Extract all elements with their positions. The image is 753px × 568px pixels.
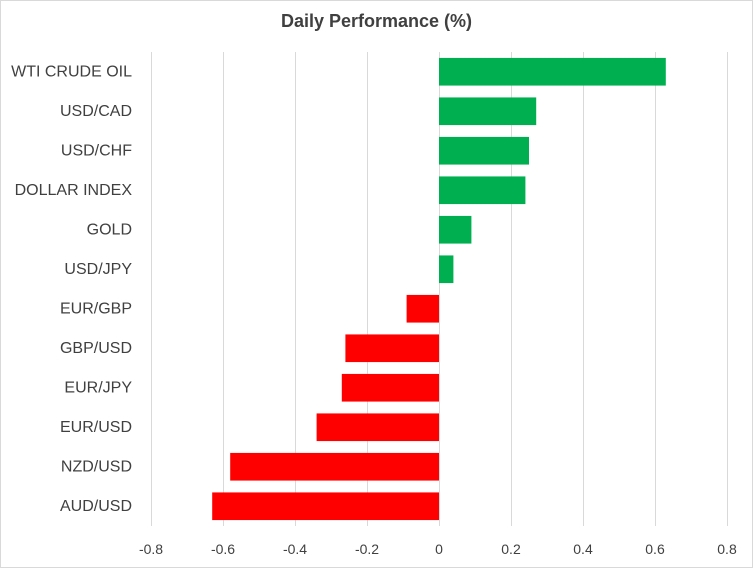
category-label: WTI CRUDE OIL (11, 63, 132, 80)
bar-eur-gbp (406, 294, 439, 323)
x-tick-label: 0.8 (717, 541, 737, 557)
bar-gbp-usd (345, 334, 439, 363)
bar-nzd-usd (230, 452, 439, 481)
chart-title: Daily Performance (%) (280, 11, 473, 31)
bar-usd-cad (439, 97, 537, 126)
bar-eur-jpy (341, 373, 439, 402)
category-label: EUR/GBP (60, 300, 132, 317)
x-tick-label: -0.4 (283, 541, 307, 557)
bar-aud-usd (212, 492, 439, 521)
category-label: DOLLAR INDEX (15, 182, 133, 199)
bar-gold (439, 215, 472, 244)
category-label: EUR/JPY (64, 379, 132, 396)
bar-usd-chf (439, 136, 529, 165)
category-label: USD/CHF (61, 142, 132, 159)
category-label: GOLD (87, 221, 132, 238)
bar-wti-crude-oil (439, 57, 666, 86)
category-label: AUD/USD (60, 498, 132, 515)
x-tick-label: -0.2 (355, 541, 379, 557)
category-label: NZD/USD (61, 458, 132, 475)
x-tick-label: -0.6 (211, 541, 235, 557)
bar-eur-usd (316, 413, 439, 442)
bar-usd-jpy (439, 255, 454, 284)
x-tick-label: 0.4 (573, 541, 593, 557)
category-label: USD/CAD (60, 103, 132, 120)
category-label: GBP/USD (60, 340, 132, 357)
x-tick-label: 0.2 (501, 541, 521, 557)
bar-dollar-index (439, 176, 526, 205)
x-tick-label: 0.6 (645, 541, 665, 557)
category-label: EUR/USD (60, 419, 132, 436)
x-tick-label: 0 (435, 541, 443, 557)
category-label: USD/JPY (64, 261, 132, 278)
x-tick-label: -0.8 (139, 541, 163, 557)
